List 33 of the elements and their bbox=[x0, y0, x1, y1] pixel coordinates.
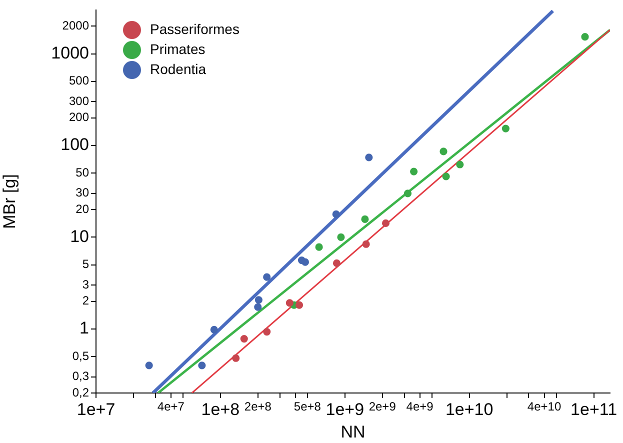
x-tick-label: 1e+9 bbox=[326, 400, 364, 419]
x-tick-label: 1e+11 bbox=[570, 400, 618, 419]
y-tick-label: 5 bbox=[82, 257, 90, 272]
y-tick-label: 0,3 bbox=[72, 369, 90, 384]
x-tick-label: 4e+10 bbox=[527, 400, 562, 414]
y-tick-label: 1 bbox=[80, 318, 89, 338]
y-tick-label: 20 bbox=[76, 202, 90, 216]
x-axis-title: NN bbox=[340, 422, 366, 442]
x-tick-label: 2e+8 bbox=[244, 400, 272, 414]
x-tick-label: 1e+10 bbox=[445, 400, 494, 419]
y-tick-label: 300 bbox=[68, 94, 90, 108]
y-tick-label: 1000 bbox=[51, 43, 89, 62]
x-tick-label: 5e+8 bbox=[294, 400, 322, 414]
y-tick-label: 0,5 bbox=[72, 348, 90, 363]
y-tick-label: 10 bbox=[70, 226, 89, 246]
legend-label: Rodentia bbox=[150, 60, 206, 77]
y-tick-label: 2 bbox=[82, 294, 90, 308]
y-tick-label: 500 bbox=[68, 74, 90, 88]
x-tick-label: 4e+7 bbox=[157, 400, 185, 414]
y-tick-label: 50 bbox=[76, 165, 90, 180]
y-tick-label: 0,2 bbox=[72, 385, 90, 400]
x-tick-label: 1e+8 bbox=[201, 400, 240, 419]
y-axis-title: MBr [g] bbox=[0, 174, 19, 229]
y-tick-label: 2000 bbox=[62, 18, 90, 32]
y-tick-label: 200 bbox=[68, 110, 90, 124]
y-tick-label: 30 bbox=[76, 186, 90, 200]
y-tick-label: 100 bbox=[60, 135, 89, 154]
x-tick-label: 1e+7 bbox=[76, 400, 116, 419]
y-tick-label: 3 bbox=[82, 277, 90, 292]
x-tick-label: 2e+9 bbox=[368, 400, 396, 414]
legend-label: Passeriformes bbox=[150, 20, 240, 37]
x-tick-label: 4e+9 bbox=[406, 400, 434, 414]
legend-label: Primates bbox=[150, 40, 206, 57]
